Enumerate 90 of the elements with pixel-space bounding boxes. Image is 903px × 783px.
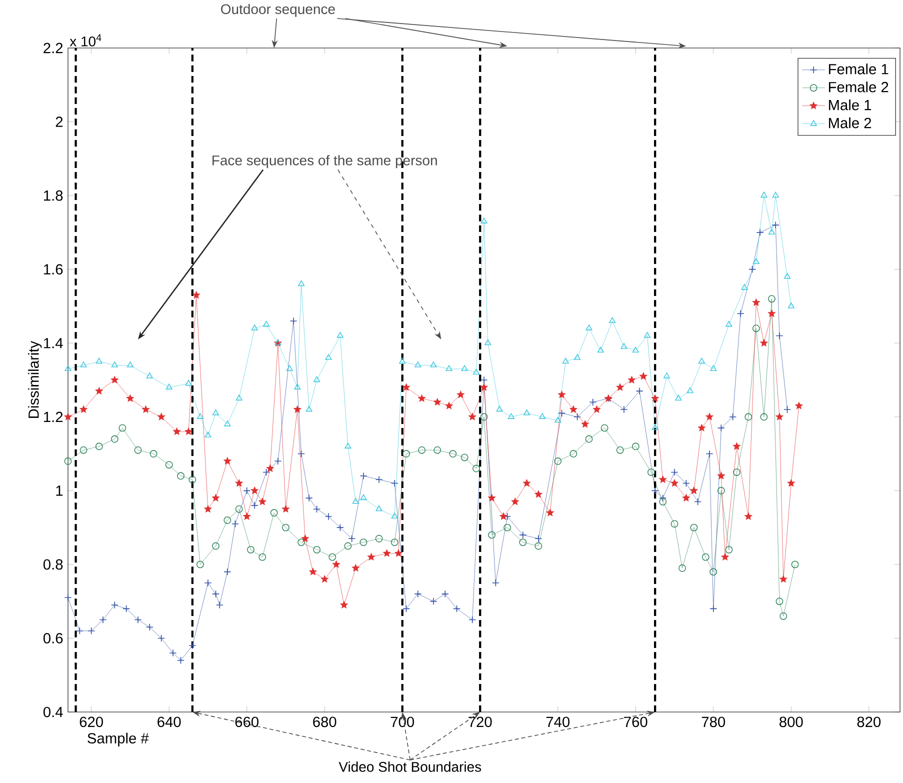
point xyxy=(519,538,527,546)
point xyxy=(744,413,752,421)
point xyxy=(659,498,667,506)
point xyxy=(678,564,686,572)
point xyxy=(472,464,480,472)
point xyxy=(760,413,768,421)
legend-label: Male 2 xyxy=(828,117,872,128)
x-tick-label: 780 xyxy=(702,716,726,728)
text: x 10$^{4}$ xyxy=(70,34,102,46)
point xyxy=(434,446,442,454)
point xyxy=(780,612,788,620)
point xyxy=(235,505,243,513)
point xyxy=(670,520,678,528)
point xyxy=(717,486,725,494)
point xyxy=(504,524,512,532)
y-tick-label: 1.8 xyxy=(44,190,63,201)
x-tick-label: 800 xyxy=(780,716,803,728)
x-tick-label: 740 xyxy=(546,716,570,728)
point xyxy=(95,442,103,450)
x-tick-label: 620 xyxy=(80,716,103,728)
point xyxy=(165,461,173,469)
legend-label: Female 1 xyxy=(828,64,888,74)
point xyxy=(725,546,733,554)
point xyxy=(460,454,468,462)
legend-label: Female 2 xyxy=(828,82,888,92)
point xyxy=(360,538,368,546)
point xyxy=(710,568,718,576)
y-axis-title: Dissimilarity xyxy=(28,340,42,418)
point xyxy=(585,435,593,443)
point xyxy=(150,450,158,458)
point xyxy=(282,524,290,532)
point xyxy=(449,450,457,458)
point xyxy=(247,546,254,554)
text: Video Shot Boundaries xyxy=(338,762,482,772)
x-tick-label: 760 xyxy=(624,716,648,728)
point xyxy=(554,457,562,465)
point xyxy=(488,531,496,539)
annotation: Face sequences of the same person xyxy=(212,155,437,168)
point xyxy=(752,324,760,332)
y-tick-label: 1.6 xyxy=(44,264,63,275)
point xyxy=(375,534,383,542)
point xyxy=(80,446,88,454)
point xyxy=(768,295,776,303)
x-tick-label: 640 xyxy=(158,716,181,728)
point xyxy=(188,476,196,484)
y-tick-label: 2.2 xyxy=(44,42,63,54)
point xyxy=(690,524,698,532)
point xyxy=(212,542,220,550)
x-tick-label: 820 xyxy=(857,716,881,728)
y-tick-label: 0.6 xyxy=(43,633,63,644)
point xyxy=(270,509,278,517)
point xyxy=(480,413,488,421)
point xyxy=(344,542,352,550)
point xyxy=(134,446,142,454)
point xyxy=(632,442,640,450)
y-tick-label: 1.4 xyxy=(44,338,63,348)
y-tick-label: 2 xyxy=(56,116,63,127)
point xyxy=(570,450,578,458)
point xyxy=(298,538,306,546)
y-tick-label: 0.4 xyxy=(43,706,63,718)
point xyxy=(732,468,740,476)
point xyxy=(776,598,784,606)
y-tick-label: 1.2 xyxy=(44,412,63,422)
point xyxy=(647,468,655,476)
point xyxy=(328,553,336,561)
point xyxy=(177,472,184,480)
point xyxy=(196,560,204,568)
point xyxy=(110,435,118,443)
legend-label: Male 1 xyxy=(828,99,872,110)
point xyxy=(64,457,72,465)
x-tick-label: 660 xyxy=(235,716,258,728)
point xyxy=(418,446,426,454)
point xyxy=(402,450,410,458)
x-tick-label: 700 xyxy=(390,716,414,728)
y-tick-label: 1 xyxy=(56,486,63,496)
x-tick-label: 720 xyxy=(468,716,492,728)
x-tick-label: 680 xyxy=(313,716,336,728)
point xyxy=(224,516,232,524)
point xyxy=(600,424,608,432)
y-tick-label: 0.8 xyxy=(43,559,63,570)
point xyxy=(791,560,799,568)
text: Outdoor sequence xyxy=(221,4,335,17)
point xyxy=(390,538,398,546)
point xyxy=(534,542,542,550)
point xyxy=(258,553,266,561)
point xyxy=(313,546,321,554)
point xyxy=(702,553,710,561)
point xyxy=(118,424,126,432)
x-axis-title: Sample # xyxy=(88,732,149,746)
point xyxy=(616,446,624,454)
